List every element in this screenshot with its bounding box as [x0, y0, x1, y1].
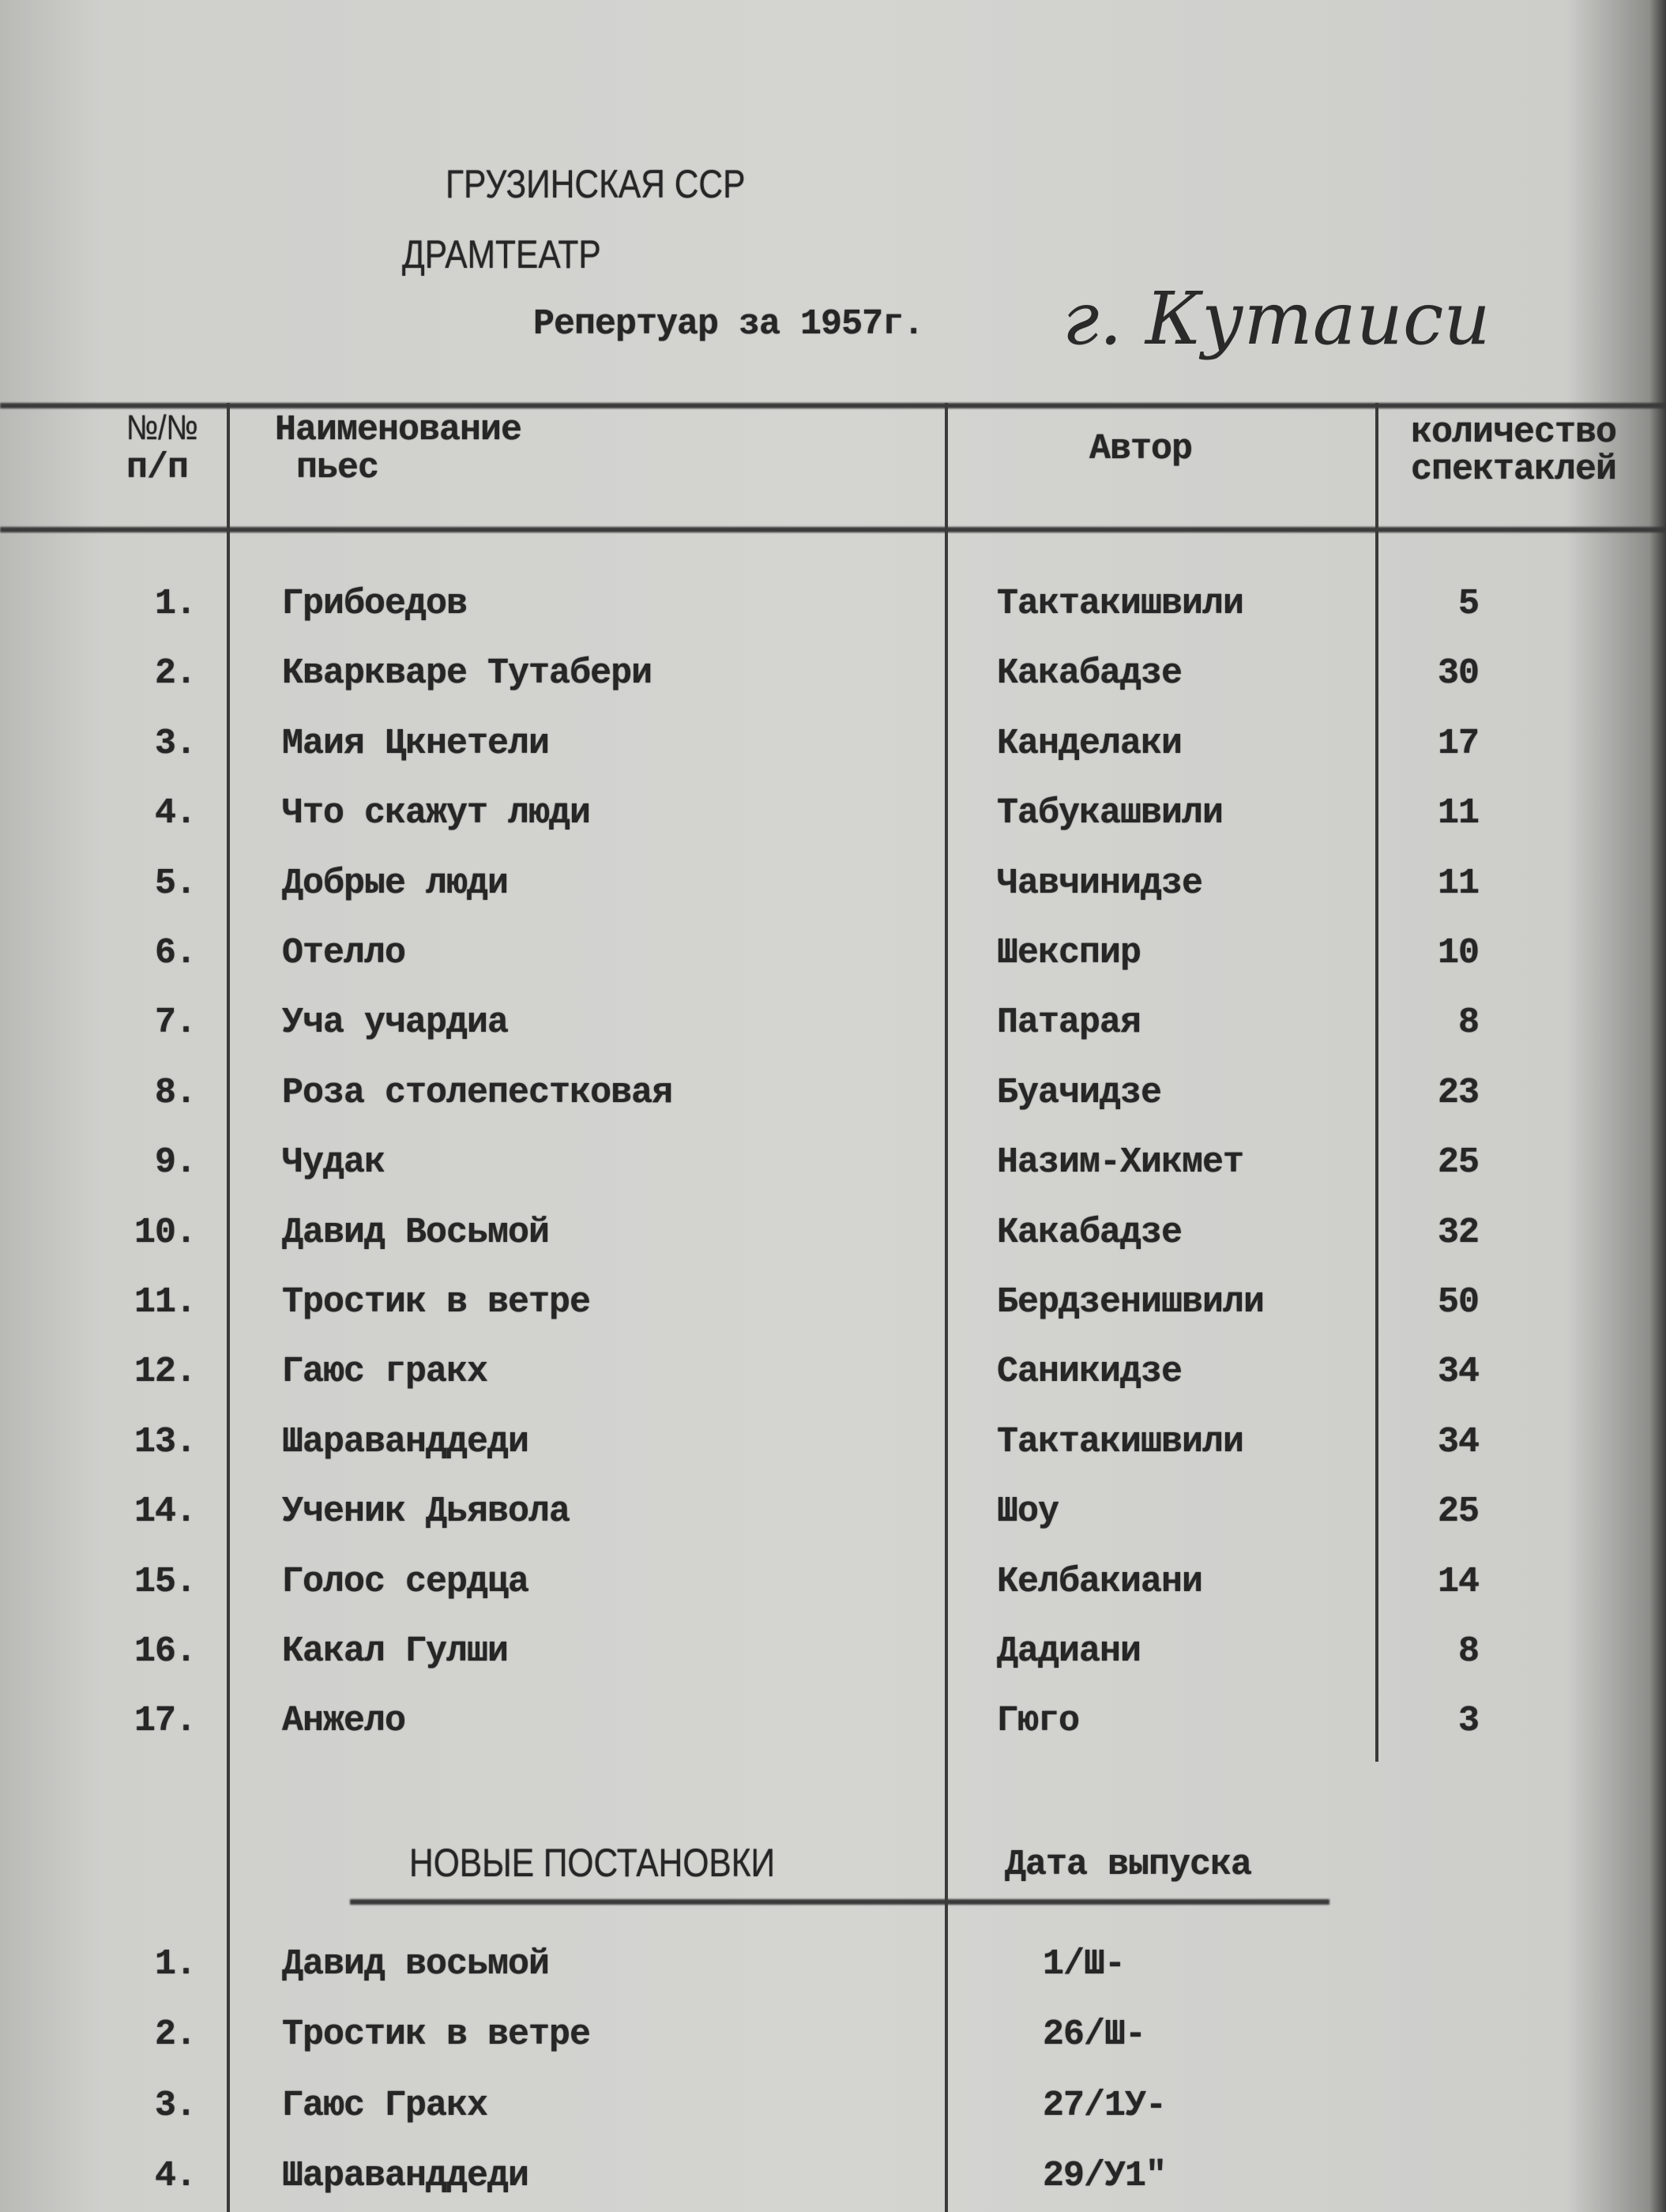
col-num-label: п/п	[126, 448, 189, 488]
performance-count: 25	[1437, 1492, 1480, 1533]
row-number: 2.	[154, 653, 197, 694]
row-number: 12.	[134, 1352, 197, 1393]
play-author: Чавчинидзе	[997, 863, 1203, 904]
performance-count: 34	[1437, 1352, 1480, 1393]
col-count-label: количество	[1411, 412, 1617, 453]
row-number: 3.	[154, 2085, 197, 2126]
performance-count: 8	[1457, 1631, 1480, 1672]
row-number: 7.	[154, 1003, 197, 1044]
performance-count: 50	[1437, 1282, 1480, 1322]
performance-count: 34	[1437, 1421, 1480, 1462]
row-number: 1.	[154, 1944, 197, 1984]
play-title: Добрые люди	[282, 863, 509, 904]
play-title: Тростик в ветре	[282, 2014, 591, 2056]
performance-count: 25	[1437, 1142, 1480, 1183]
performance-count: 11	[1437, 863, 1480, 904]
play-author: Бердзенишвили	[997, 1282, 1265, 1322]
performance-count: 30	[1437, 653, 1480, 694]
row-number: 3.	[154, 723, 197, 764]
play-title: Ученик Дьявола	[282, 1492, 570, 1533]
performance-count: 11	[1437, 793, 1480, 834]
row-number: 4.	[154, 2155, 197, 2196]
play-title: Чудак	[282, 1142, 385, 1183]
row-number: 5.	[154, 863, 197, 904]
row-number: 9.	[154, 1142, 197, 1183]
new-productions-rule	[350, 1899, 1329, 1905]
play-title: Что скажут люди	[282, 793, 591, 834]
row-number: 17.	[134, 1701, 197, 1742]
row-number: 13.	[134, 1421, 197, 1462]
play-title: Отелло	[282, 933, 406, 973]
play-author: Какабадзе	[997, 653, 1183, 694]
release-date: 1/Ш-	[1043, 1944, 1126, 1984]
play-author: Какабадзе	[997, 1212, 1183, 1253]
row-number: 15.	[134, 1561, 197, 1602]
play-author: Гюго	[997, 1701, 1080, 1742]
row-number: 11.	[134, 1282, 197, 1322]
play-title: Давид Восьмой	[282, 1212, 550, 1253]
row-number: 4.	[154, 793, 197, 834]
column-divider	[227, 403, 230, 2212]
col-num-label: №/№	[126, 408, 198, 447]
play-author: Шекспир	[997, 933, 1141, 973]
col-title-label: пьес	[296, 448, 379, 488]
performance-count: 3	[1457, 1701, 1480, 1742]
play-title: Грибоедов	[282, 584, 468, 624]
performance-count: 8	[1457, 1003, 1480, 1044]
play-title: Тростик в ветре	[282, 1282, 591, 1322]
release-date-heading: Дата выпуска	[1005, 1845, 1252, 1885]
play-author: Дадиани	[997, 1631, 1141, 1672]
play-title: Шараванддеди	[282, 2155, 529, 2196]
performance-count: 17	[1437, 723, 1480, 764]
play-author: Назим-Хикмет	[997, 1142, 1244, 1183]
republic-heading: ГРУЗИНСКАЯ ССР	[446, 162, 746, 206]
play-author: Буачидзе	[997, 1072, 1162, 1113]
performance-count: 5	[1457, 584, 1480, 624]
play-author: Патарая	[997, 1003, 1141, 1044]
release-date: 26/Ш-	[1043, 2014, 1146, 2056]
table-top-rule	[0, 403, 1666, 408]
repertoire-heading: Репертуар за 1957г.	[533, 304, 924, 344]
release-date: 27/1У-	[1043, 2085, 1167, 2126]
performance-count: 10	[1437, 933, 1480, 973]
column-divider	[945, 403, 948, 2212]
play-title: Голос сердца	[282, 1561, 529, 1602]
play-author: Канделаки	[997, 723, 1183, 764]
col-count-label: спектаклей	[1411, 450, 1617, 490]
play-title: Какал Гулши	[282, 1631, 509, 1672]
play-title: Давид восьмой	[282, 1944, 550, 1984]
play-title: Кваркваре Тутабери	[282, 653, 652, 694]
handwritten-city: г. Кутаиси	[1062, 276, 1491, 361]
performance-count: 32	[1437, 1212, 1480, 1253]
header-bottom-rule	[0, 527, 1666, 532]
row-number: 1.	[154, 584, 197, 624]
col-author-label: Автор	[1089, 429, 1193, 469]
play-author: Тактакишвили	[997, 584, 1244, 624]
column-divider	[1375, 403, 1378, 1762]
play-author: Тактакишвили	[997, 1421, 1244, 1462]
release-date: 29/У1"	[1043, 2155, 1167, 2196]
row-number: 16.	[134, 1631, 197, 1672]
play-author: Саникидзе	[997, 1352, 1183, 1393]
play-author: Келбакиани	[997, 1561, 1203, 1602]
row-number: 14.	[134, 1492, 197, 1533]
play-author: Табукашвили	[997, 793, 1224, 834]
row-number: 2.	[154, 2014, 197, 2056]
play-title: Маия Цкнетели	[282, 723, 550, 764]
play-title: Анжело	[282, 1701, 406, 1742]
new-productions-heading: НОВЫЕ ПОСТАНОВКИ	[409, 1841, 776, 1885]
play-title: Гаюс Гракх	[282, 2085, 488, 2126]
theatre-heading: ДРАМТЕАТР	[402, 232, 601, 276]
play-author: Шоу	[997, 1492, 1059, 1533]
performance-count: 14	[1437, 1561, 1480, 1602]
row-number: 6.	[154, 933, 197, 973]
play-title: Роза столепестковая	[282, 1072, 673, 1113]
row-number: 10.	[134, 1212, 197, 1253]
performance-count: 23	[1437, 1072, 1480, 1113]
row-number: 8.	[154, 1072, 197, 1113]
play-title: Шараванддеди	[282, 1421, 529, 1462]
col-title-label: Наименование	[275, 410, 522, 450]
play-title: Уча учардиа	[282, 1003, 509, 1044]
play-title: Гаюс гракх	[282, 1352, 488, 1393]
